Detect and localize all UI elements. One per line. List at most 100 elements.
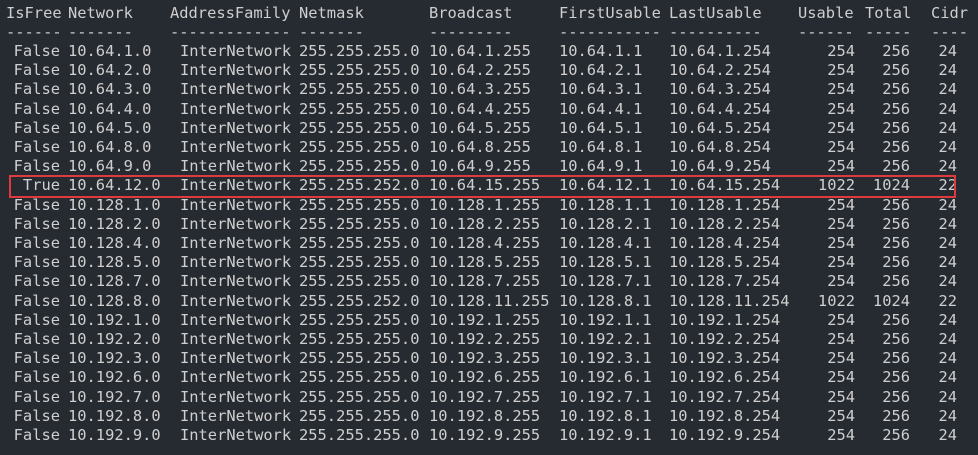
highlight-box xyxy=(9,175,956,198)
cell-address-family: InterNetwork xyxy=(180,406,292,425)
cell-network: 10.192.7.0 xyxy=(68,387,161,406)
cell-cidr: 24 xyxy=(938,195,957,214)
cell-broadcast: 10.128.1.255 xyxy=(429,195,541,214)
separator-cidr: ---- xyxy=(931,23,969,41)
cell-network: 10.192.6.0 xyxy=(68,368,161,387)
cell-last-usable: 10.192.1.254 xyxy=(669,310,781,329)
cell-isfree: False xyxy=(13,426,60,444)
cell-total: 256 xyxy=(882,118,910,137)
cell-first-usable: 10.128.4.1 xyxy=(559,234,652,252)
cell-total: 256 xyxy=(882,80,910,99)
cell-network: 10.64.9.0 xyxy=(68,157,152,176)
cell-last-usable: 10.64.3.254 xyxy=(669,80,771,99)
header-network: Network xyxy=(68,4,133,22)
cell-total: 256 xyxy=(882,195,910,214)
cell-usable: 254 xyxy=(827,99,855,118)
cell-broadcast: 10.192.1.255 xyxy=(429,310,541,329)
cell-last-usable: 10.128.2.254 xyxy=(669,214,781,233)
cell-total: 256 xyxy=(882,99,910,118)
separator-isfree: ------ xyxy=(6,23,62,41)
cell-usable: 254 xyxy=(827,426,855,444)
cell-network: 10.192.9.0 xyxy=(68,426,161,444)
table-row: False 10.64.3.0 InterNetwork 255.255.255.0 1… xyxy=(0,80,978,99)
cell-network: 10.128.1.0 xyxy=(68,195,161,214)
cell-last-usable: 10.64.9.254 xyxy=(669,157,771,176)
cell-usable: 254 xyxy=(827,61,855,80)
separator-netmask: ------- xyxy=(299,23,364,41)
cell-isfree: False xyxy=(13,368,60,387)
table-row: False 10.64.1.0 InterNetwork 255.255.255.0 1… xyxy=(0,42,978,61)
cell-total: 256 xyxy=(882,42,910,60)
cell-cidr: 24 xyxy=(938,118,957,137)
cell-broadcast: 10.64.15.255 xyxy=(429,176,541,195)
cell-netmask: 255.255.255.0 xyxy=(299,310,420,329)
cell-last-usable: 10.128.5.254 xyxy=(669,253,781,272)
cell-usable: 1022 xyxy=(817,176,855,195)
cell-broadcast: 10.128.7.255 xyxy=(429,272,541,291)
cell-isfree: False xyxy=(13,253,60,272)
cell-isfree: False xyxy=(13,272,60,291)
cell-network: 10.192.2.0 xyxy=(68,330,161,348)
cell-broadcast: 10.128.2.255 xyxy=(429,214,541,233)
cell-broadcast: 10.128.11.255 xyxy=(429,291,550,310)
cell-broadcast: 10.192.3.255 xyxy=(429,349,541,368)
cell-total: 256 xyxy=(882,272,910,291)
cell-first-usable: 10.192.6.1 xyxy=(559,368,652,387)
cell-broadcast: 10.64.1.255 xyxy=(429,42,531,60)
header-cidr: Cidr xyxy=(931,4,969,22)
table-row: False 10.128.5.0 InterNetwork 255.255.255.0… xyxy=(0,253,978,272)
cell-isfree: False xyxy=(13,157,60,176)
cell-first-usable: 10.192.9.1 xyxy=(559,426,652,444)
cell-usable: 254 xyxy=(827,234,855,252)
separator-network: ------- xyxy=(68,23,133,41)
cell-address-family: InterNetwork xyxy=(180,426,292,444)
cell-netmask: 255.255.255.0 xyxy=(299,157,420,176)
cell-total: 256 xyxy=(882,387,910,406)
header-address-family: AddressFamily xyxy=(170,4,291,22)
cell-total: 256 xyxy=(882,214,910,233)
cell-network: 10.64.4.0 xyxy=(68,99,152,118)
cell-address-family: InterNetwork xyxy=(180,214,292,233)
cell-usable: 254 xyxy=(827,157,855,176)
cell-total: 1024 xyxy=(872,176,910,195)
cell-cidr: 24 xyxy=(938,349,957,368)
cell-netmask: 255.255.255.0 xyxy=(299,234,420,252)
cell-total: 256 xyxy=(882,426,910,444)
cell-usable: 254 xyxy=(827,80,855,99)
cell-cidr: 24 xyxy=(938,42,957,60)
cell-first-usable: 10.64.1.1 xyxy=(559,42,643,60)
cell-cidr: 24 xyxy=(938,214,957,233)
cell-usable: 254 xyxy=(827,272,855,291)
table-row: False 10.128.7.0 InterNetwork 255.255.255.0… xyxy=(0,272,978,291)
cell-usable: 254 xyxy=(827,330,855,348)
cell-last-usable: 10.64.4.254 xyxy=(669,99,771,118)
separator-address-family: ------------- xyxy=(170,23,291,41)
cell-network: 10.64.3.0 xyxy=(68,80,152,99)
cell-netmask: 255.255.255.0 xyxy=(299,349,420,368)
cell-cidr: 24 xyxy=(938,61,957,80)
cell-first-usable: 10.192.1.1 xyxy=(559,310,652,329)
cell-isfree: False xyxy=(13,214,60,233)
table-row: False 10.64.4.0 InterNetwork 255.255.255.0 1… xyxy=(0,100,978,119)
table-row: False 10.192.9.0 InterNetwork 255.255.255.0… xyxy=(0,426,978,445)
cell-address-family: InterNetwork xyxy=(180,157,292,176)
cell-last-usable: 10.128.11.254 xyxy=(669,291,790,310)
cell-broadcast: 10.64.8.255 xyxy=(429,138,531,156)
cell-address-family: InterNetwork xyxy=(180,234,292,252)
cell-address-family: InterNetwork xyxy=(180,368,292,387)
cell-broadcast: 10.192.7.255 xyxy=(429,387,541,406)
table-row: False 10.64.9.0 InterNetwork 255.255.255.0 1… xyxy=(0,157,978,176)
header-first-usable: FirstUsable xyxy=(559,4,661,22)
cell-netmask: 255.255.255.0 xyxy=(299,99,420,118)
separator-broadcast: --------- xyxy=(429,23,513,41)
cell-first-usable: 10.192.3.1 xyxy=(559,349,652,368)
cell-isfree: False xyxy=(13,310,60,329)
cell-isfree: False xyxy=(13,234,60,252)
cell-usable: 254 xyxy=(827,214,855,233)
table-row: True 10.64.12.0 InterNetwork 255.255.252.0 1… xyxy=(0,176,978,195)
header-isfree: IsFree xyxy=(6,4,62,22)
cell-usable: 254 xyxy=(827,310,855,329)
header-broadcast: Broadcast xyxy=(429,4,513,22)
cell-netmask: 255.255.255.0 xyxy=(299,138,420,156)
cell-network: 10.64.2.0 xyxy=(68,61,152,80)
